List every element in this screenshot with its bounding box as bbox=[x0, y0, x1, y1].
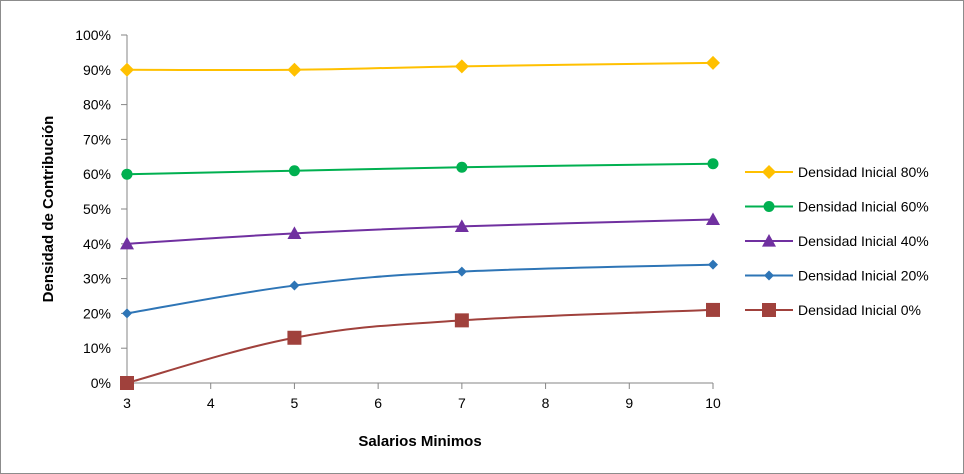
data-point bbox=[288, 165, 300, 177]
data-point bbox=[707, 158, 719, 170]
x-tick-label: 7 bbox=[458, 395, 466, 411]
y-tick-label: 30% bbox=[83, 271, 111, 287]
data-point bbox=[289, 280, 300, 291]
series-1 bbox=[121, 158, 719, 180]
legend-label: Densidad Inicial 20% bbox=[798, 268, 929, 284]
data-point bbox=[287, 62, 302, 77]
y-tick-label: 10% bbox=[83, 340, 111, 356]
data-point bbox=[706, 212, 720, 226]
y-tick-label: 90% bbox=[83, 62, 111, 78]
x-axis-title: Salarios Minimos bbox=[358, 433, 481, 450]
legend-item: Densidad Inicial 40% bbox=[745, 233, 929, 249]
x-tick-label: 4 bbox=[207, 395, 215, 411]
series-group bbox=[120, 55, 720, 390]
legend-label: Densidad Inicial 80% bbox=[798, 164, 929, 180]
y-tick-labels: 0% 10% 20% 30% 40% 50% 60% 70% 80% 90% 100% bbox=[75, 27, 111, 391]
legend-swatch-marker bbox=[763, 201, 775, 212]
y-tick-label: 80% bbox=[83, 97, 111, 113]
axes bbox=[121, 34, 714, 389]
legend-item: Densidad Inicial 60% bbox=[745, 199, 929, 215]
legend-item: Densidad Inicial 0% bbox=[745, 302, 921, 318]
y-tick-label: 50% bbox=[83, 201, 111, 217]
data-point bbox=[454, 59, 469, 74]
x-tick-label: 5 bbox=[291, 395, 299, 411]
series-line bbox=[126, 263, 714, 315]
data-point bbox=[454, 219, 469, 232]
data-point bbox=[454, 313, 469, 328]
y-tick-label: 40% bbox=[83, 236, 111, 252]
legend-label: Densidad Inicial 0% bbox=[798, 302, 921, 318]
data-point bbox=[287, 330, 302, 345]
legend: Densidad Inicial 80% Densidad Inicial 60%… bbox=[745, 164, 929, 318]
series-3 bbox=[122, 259, 718, 319]
y-tick-label: 100% bbox=[75, 27, 111, 43]
series-line bbox=[126, 308, 714, 384]
x-tick-label: 9 bbox=[625, 395, 633, 411]
legend-swatch-marker bbox=[762, 165, 776, 179]
series-line bbox=[126, 218, 714, 245]
y-tick-label: 60% bbox=[83, 166, 111, 182]
data-point bbox=[708, 259, 718, 270]
legend-swatch-marker bbox=[764, 270, 774, 281]
y-tick-label: 70% bbox=[83, 131, 111, 147]
series-2 bbox=[120, 212, 720, 250]
data-point bbox=[456, 161, 468, 173]
data-point bbox=[120, 62, 134, 77]
legend-swatch-marker bbox=[762, 234, 776, 247]
y-axis-title: Densidad de Contribución bbox=[40, 116, 57, 303]
series-line bbox=[126, 162, 714, 176]
legend-item: Densidad Inicial 20% bbox=[745, 268, 929, 284]
y-tick-label: 20% bbox=[83, 305, 111, 321]
x-tick-label: 8 bbox=[542, 395, 550, 411]
data-point bbox=[120, 236, 134, 250]
data-point bbox=[121, 168, 133, 180]
data-point bbox=[120, 376, 134, 390]
series-line bbox=[126, 61, 714, 72]
x-tick-label: 3 bbox=[123, 395, 131, 411]
x-tick-label: 10 bbox=[705, 395, 721, 411]
legend-swatch-marker bbox=[762, 303, 776, 317]
data-point bbox=[122, 308, 132, 319]
x-tick-labels: 3 4 5 6 7 8 9 10 bbox=[123, 395, 721, 411]
series-0 bbox=[120, 55, 720, 77]
data-point bbox=[706, 302, 720, 317]
legend-label: Densidad Inicial 60% bbox=[798, 199, 929, 215]
data-point bbox=[456, 266, 467, 277]
legend-item: Densidad Inicial 80% bbox=[745, 164, 929, 180]
y-tick-label: 0% bbox=[91, 375, 111, 391]
series-4 bbox=[120, 302, 720, 390]
x-tick-label: 6 bbox=[374, 395, 382, 411]
data-point bbox=[706, 55, 720, 70]
data-point bbox=[287, 226, 302, 239]
legend-label: Densidad Inicial 40% bbox=[798, 233, 929, 249]
